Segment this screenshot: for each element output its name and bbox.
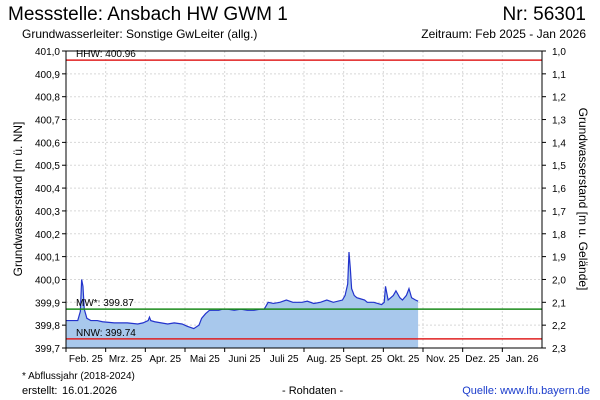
series-fill	[66, 252, 419, 348]
y-tick-label-right: 1,5	[552, 161, 566, 172]
y-tick-label-right: 2,3	[552, 344, 566, 355]
y-tick-label-right: 1,7	[552, 207, 566, 218]
y-tick-label-left: 400,2	[35, 230, 60, 241]
y-tick-label-right: 2,1	[552, 298, 566, 309]
source: Quelle: www.lfu.bayern.de	[462, 385, 590, 397]
reference-line-label: HHW: 400.96	[76, 49, 136, 60]
y-tick-label-right: 1,4	[552, 138, 566, 149]
x-tick-label: Okt. 25	[387, 354, 420, 365]
x-tick-label: Mrz. 25	[109, 354, 143, 365]
y-tick-label-right: 1,9	[552, 253, 566, 264]
period-label: Zeitraum: Feb 2025 - Jan 2026	[421, 27, 586, 41]
y-tick-label-right: 1,2	[552, 93, 566, 104]
y-tick-label-left: 400,1	[35, 253, 60, 264]
y-tick-label-right: 2,0	[552, 275, 566, 286]
station-number: Nr: 56301	[502, 4, 586, 25]
source-label: Quelle:	[462, 385, 498, 397]
created-date: 16.01.2026	[62, 385, 118, 397]
y-tick-label-left: 400,5	[35, 161, 60, 172]
aquifer-label: Grundwasserleiter: Sonstige GwLeiter (al…	[22, 27, 258, 41]
y-tick-label-left: 400,8	[35, 93, 60, 104]
x-tick-label: Mai 25	[190, 354, 220, 365]
page-title: Messstelle: Ansbach HW GWM 1	[8, 4, 288, 25]
raw-data-note: - Rohdaten -	[282, 385, 344, 397]
source-link[interactable]: www.lfu.bayern.de	[500, 385, 590, 397]
y-tick-label-right: 1,3	[552, 116, 566, 127]
y-tick-label-left: 399,9	[35, 298, 60, 309]
y-tick-label-right: 1,8	[552, 230, 566, 241]
y-tick-label-right: 1,0	[552, 47, 566, 58]
reference-lines: HHW: 400.96 MW*: 399.87 NNW: 399.74	[66, 49, 542, 340]
y-tick-label-left: 400,6	[35, 138, 60, 149]
x-tick-label: Aug. 25	[307, 354, 342, 365]
x-tick-label: Sept. 25	[345, 354, 383, 365]
y-tick-label-left: 400,4	[35, 184, 60, 195]
y-tick-label-right: 2,2	[552, 321, 566, 332]
y-tick-label-left: 400,0	[35, 275, 60, 286]
y-tick-label-left: 400,9	[35, 70, 60, 81]
y-tick-label-left: 401,0	[35, 47, 60, 58]
y-tick-label-right: 1,1	[552, 70, 566, 81]
x-tick-label: Jan. 26	[506, 354, 539, 365]
reference-line-label: MW*: 399.87	[76, 298, 134, 309]
y-tick-label-left: 399,8	[35, 321, 60, 332]
y-tick-label-right: 1,6	[552, 184, 566, 195]
y-tick-label-left: 399,7	[35, 344, 60, 355]
x-tick-label: Nov. 25	[426, 354, 460, 365]
x-tick-label: Juni 25	[228, 354, 261, 365]
created-label: erstellt:	[22, 385, 58, 397]
y-tick-label-left: 400,7	[35, 116, 60, 127]
axes: 401,0 1,0 400,9 1,1 400,8 1,2 400,7 1,3 400,6 1,4…	[35, 47, 566, 365]
x-tick-label: Juli 25	[270, 354, 299, 365]
footnote: * Abflussjahr (2018-2024)	[22, 371, 135, 382]
y-axis-label-right: Grundwasserstand [m u. Gelände]	[576, 108, 590, 291]
grid	[66, 50, 542, 349]
x-tick-label: Apr. 25	[149, 354, 181, 365]
x-tick-label: Dez. 25	[465, 354, 500, 365]
reference-line-label: NNW: 399.74	[76, 328, 136, 339]
y-tick-label-left: 400,3	[35, 207, 60, 218]
x-tick-label: Feb. 25	[69, 354, 103, 365]
y-axis-label-left: Grundwasserstand [m ü. NN]	[11, 122, 25, 277]
